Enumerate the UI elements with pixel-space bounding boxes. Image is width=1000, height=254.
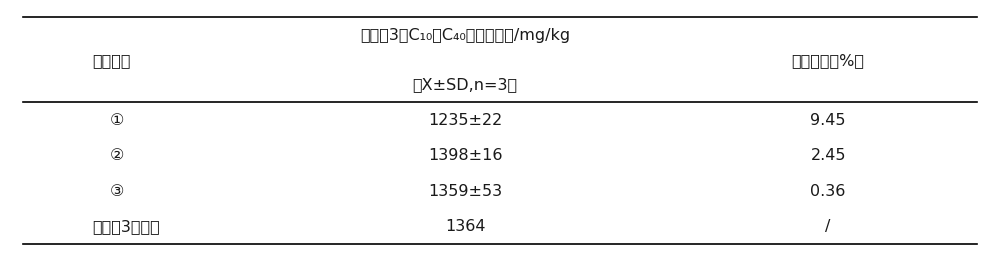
- Text: 1364: 1364: [445, 219, 485, 233]
- Text: 0.36: 0.36: [810, 183, 846, 198]
- Text: 石油瀈3（C₁₀～C₄₀）测试结果/mg/kg: 石油瀈3（C₁₀～C₄₀）测试结果/mg/kg: [360, 28, 570, 42]
- Text: 1359±53: 1359±53: [428, 183, 502, 198]
- Text: 1398±16: 1398±16: [428, 148, 502, 163]
- Text: ①: ①: [110, 112, 124, 127]
- Text: 1235±22: 1235±22: [428, 112, 502, 127]
- Text: 试验方案: 试验方案: [92, 52, 131, 67]
- Text: 9.45: 9.45: [810, 112, 846, 127]
- Text: /: /: [825, 219, 831, 233]
- Text: ②: ②: [110, 148, 124, 163]
- Text: ③: ③: [110, 183, 124, 198]
- Text: 相对误差（%）: 相对误差（%）: [792, 52, 865, 67]
- Text: 2.45: 2.45: [810, 148, 846, 163]
- Text: （X±SD,n=3）: （X±SD,n=3）: [413, 77, 518, 92]
- Text: 石油瀈3标准値: 石油瀈3标准値: [92, 219, 160, 233]
